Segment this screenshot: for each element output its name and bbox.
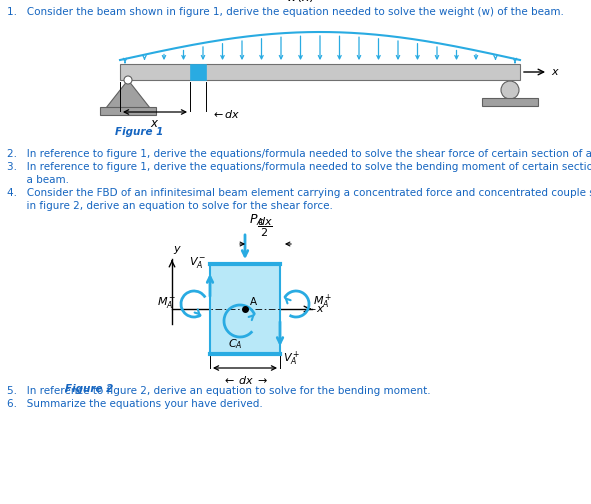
Polygon shape	[106, 80, 150, 108]
Circle shape	[124, 76, 132, 84]
Bar	[120, 64, 520, 80]
Text: $\leftarrow\;dx\;\rightarrow$: $\leftarrow\;dx\;\rightarrow$	[222, 374, 268, 386]
Bar	[190, 64, 206, 80]
Text: 6.   Summarize the equations your have derived.: 6. Summarize the equations your have der…	[7, 399, 263, 409]
Text: 5.   In reference to figure 2, derive an equation to solve for the bending momen: 5. In reference to figure 2, derive an e…	[7, 386, 431, 396]
Bar	[482, 98, 538, 106]
Text: x: x	[316, 304, 323, 314]
Text: $P_A$: $P_A$	[249, 213, 264, 228]
Text: a beam.: a beam.	[7, 175, 69, 185]
Text: $V_A^-$: $V_A^-$	[190, 255, 207, 270]
Text: $\dfrac{dx}{2}$: $\dfrac{dx}{2}$	[257, 216, 273, 239]
Bar	[100, 107, 156, 115]
Text: Figure 1: Figure 1	[115, 127, 163, 137]
Text: 2.   In reference to figure 1, derive the equations/formula needed to solve the : 2. In reference to figure 1, derive the …	[7, 149, 591, 159]
Text: Figure 2: Figure 2	[65, 384, 113, 394]
Text: $\leftarrow dx$: $\leftarrow dx$	[211, 108, 241, 120]
Text: $x$: $x$	[150, 117, 160, 130]
Text: y: y	[173, 244, 180, 254]
Text: $M_A^+$: $M_A^+$	[313, 293, 333, 311]
Text: $w(x)$: $w(x)$	[286, 0, 314, 4]
Text: 3.   In reference to figure 1, derive the equations/formula needed to solve the : 3. In reference to figure 1, derive the …	[7, 162, 591, 172]
Text: $M_A^-$: $M_A^-$	[157, 294, 177, 309]
Text: 4.   Consider the FBD of an infinitesimal beam element carrying a concentrated f: 4. Consider the FBD of an infinitesimal …	[7, 188, 591, 198]
Text: in figure 2, derive an equation to solve for the shear force.: in figure 2, derive an equation to solve…	[7, 201, 333, 211]
Circle shape	[501, 81, 519, 99]
Text: 1.   Consider the beam shown in figure 1, derive the equation needed to solve th: 1. Consider the beam shown in figure 1, …	[7, 7, 564, 17]
Text: $V_A^+$: $V_A^+$	[283, 350, 300, 368]
Bar	[210, 264, 280, 354]
Text: $C_A$: $C_A$	[228, 337, 242, 351]
Text: A: A	[250, 297, 257, 307]
Text: x: x	[551, 67, 558, 77]
